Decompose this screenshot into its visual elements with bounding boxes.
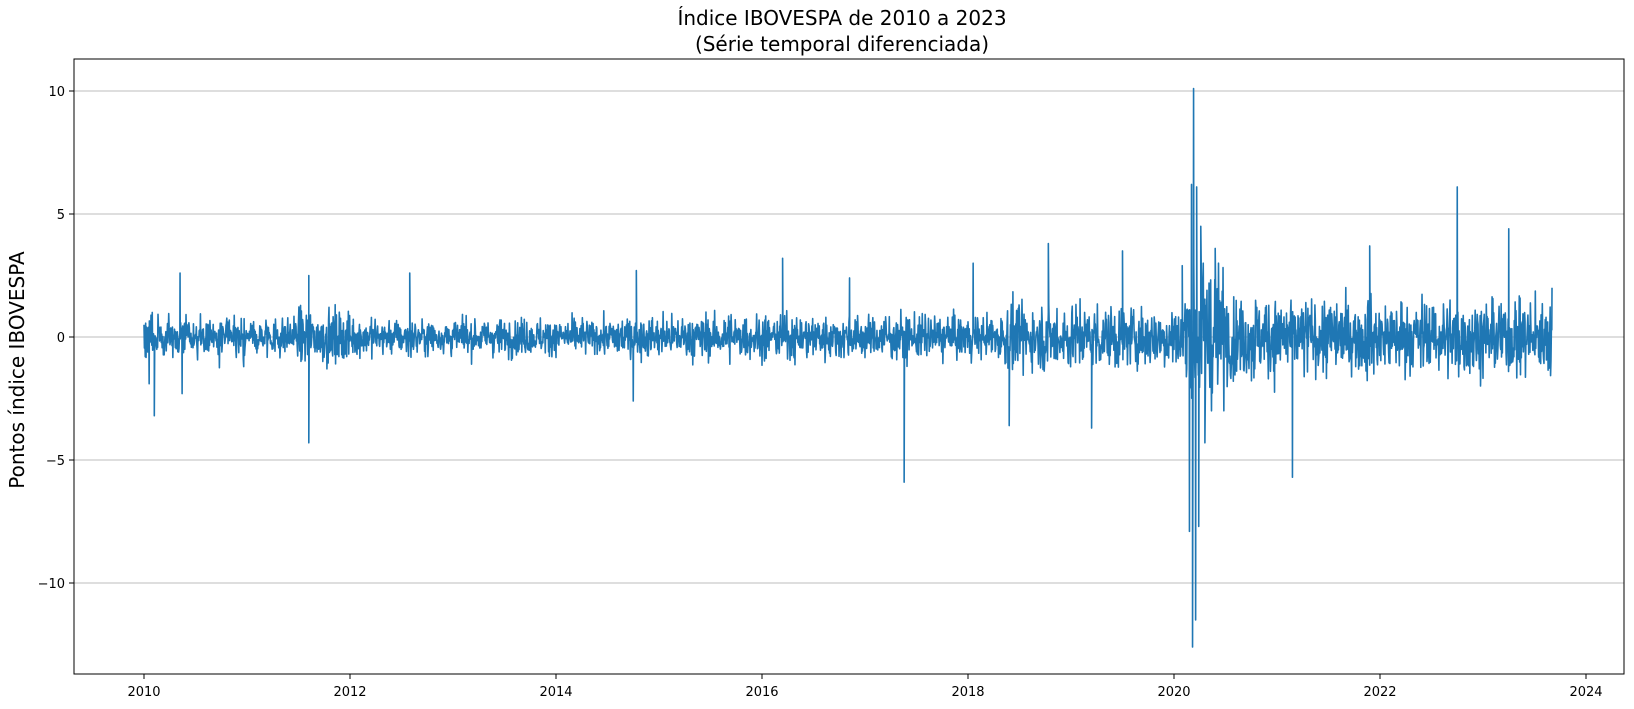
y-tick-label-2: 0 [57,331,65,346]
y-tick-label-0: 10 [48,85,65,100]
series-line [143,87,1553,648]
x-tick-label-6: 2022 [1363,685,1396,700]
x-axis-ticks: 2010 2012 2014 2016 2018 2020 2022 2024 [127,674,1603,700]
x-tick-label-5: 2020 [1157,685,1190,700]
y-tick-label-1: 5 [57,208,65,223]
chart-title: Índice IBOVESPA de 2010 a 2023 [677,6,1006,30]
y-tick-label-4: −10 [38,577,65,592]
y-tick-label-3: −5 [46,454,65,469]
plot-frame [73,58,1625,675]
x-tick-label-0: 2010 [127,685,160,700]
x-tick-label-4: 2018 [951,685,984,700]
y-axis-label: Pontos índice IBOVESPA [5,251,29,489]
x-tick-label-2: 2014 [539,685,572,700]
y-axis-ticks: 10 5 0 −5 −10 [38,85,74,592]
chart-subtitle: (Série temporal diferenciada) [695,32,989,56]
x-tick-label-3: 2016 [745,685,778,700]
x-tick-label-7: 2024 [1569,685,1602,700]
series-layer [143,87,1553,648]
x-tick-label-1: 2012 [333,685,366,700]
